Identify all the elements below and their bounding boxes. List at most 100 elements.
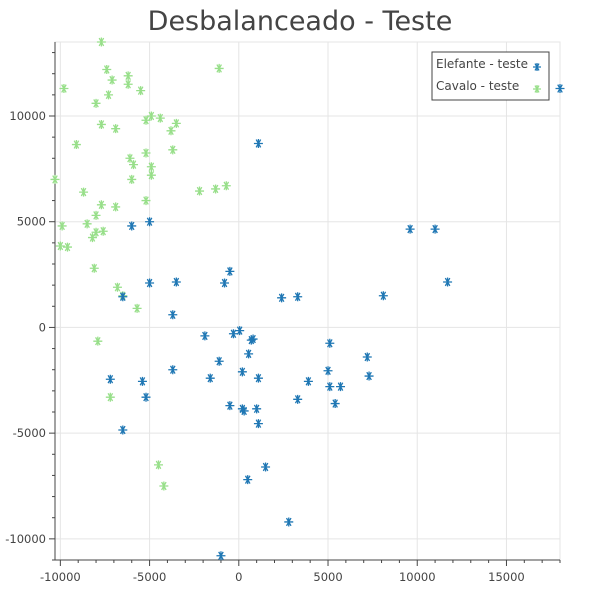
- data-point: [87, 233, 97, 243]
- data-point: [118, 425, 128, 435]
- legend-label: Elefante - teste: [436, 57, 528, 71]
- data-point: [155, 113, 165, 123]
- data-point: [323, 366, 333, 376]
- data-point: [82, 219, 92, 229]
- data-points: [50, 37, 565, 561]
- data-point: [216, 551, 226, 561]
- data-point: [118, 292, 128, 302]
- data-point: [364, 371, 374, 381]
- x-tick-label: 5000: [313, 570, 342, 584]
- data-point: [111, 202, 121, 212]
- data-point: [261, 462, 271, 472]
- data-point: [55, 241, 65, 251]
- data-point: [141, 148, 151, 158]
- data-point: [89, 263, 99, 273]
- data-point: [50, 174, 60, 184]
- data-point: [168, 365, 178, 375]
- data-point: [62, 242, 72, 252]
- data-point: [246, 335, 256, 345]
- data-point: [430, 224, 440, 234]
- data-point: [293, 394, 303, 404]
- x-tick-label: 15000: [488, 570, 525, 584]
- data-point: [228, 329, 238, 339]
- data-point: [132, 303, 142, 313]
- data-point: [107, 75, 117, 85]
- data-point: [253, 373, 263, 383]
- data-point: [91, 227, 101, 237]
- data-point: [91, 210, 101, 220]
- data-point: [91, 98, 101, 108]
- data-point: [96, 119, 106, 129]
- data-point: [243, 475, 253, 485]
- y-tick-label: 5000: [17, 215, 46, 229]
- data-point: [405, 224, 415, 234]
- data-point: [171, 118, 181, 128]
- legend-box: [431, 51, 550, 101]
- data-point: [248, 334, 258, 344]
- y-tick-label: 10000: [9, 109, 46, 123]
- data-point: [211, 184, 221, 194]
- data-point: [336, 382, 346, 392]
- data-point: [145, 278, 155, 288]
- data-point: [105, 392, 115, 402]
- x-tick-label: 10000: [399, 570, 436, 584]
- data-point: [235, 326, 245, 336]
- x-tick-label: -10000: [40, 570, 81, 584]
- data-point: [195, 186, 205, 196]
- data-point: [330, 399, 340, 409]
- tick-labels: -10000 -5000 0 5000 10000 15000 -10000 -5000 0 50…: [5, 109, 524, 584]
- data-point: [303, 376, 313, 386]
- data-point: [225, 266, 235, 276]
- x-tick-label: -5000: [133, 570, 166, 584]
- data-point: [168, 310, 178, 320]
- data-point: [146, 111, 156, 121]
- data-point: [141, 115, 151, 125]
- axes: [49, 42, 561, 566]
- data-point: [378, 291, 388, 301]
- data-point: [96, 37, 106, 47]
- data-point: [141, 196, 151, 206]
- data-point: [125, 153, 135, 163]
- data-point: [93, 336, 103, 346]
- data-point: [137, 376, 147, 386]
- data-point: [214, 356, 224, 366]
- chart-title: Desbalanceado - Teste: [147, 6, 453, 37]
- data-point: [325, 382, 335, 392]
- legend: Elefante - teste Cavalo - teste: [431, 51, 550, 101]
- data-point: [145, 217, 155, 227]
- y-tick-label: 0: [39, 320, 46, 334]
- data-point: [71, 140, 81, 150]
- data-point: [96, 200, 106, 210]
- data-point: [127, 174, 137, 184]
- legend-marker: [533, 85, 541, 93]
- data-point: [112, 282, 122, 292]
- data-point: [105, 374, 115, 384]
- data-point: [159, 481, 169, 491]
- data-point: [214, 63, 224, 73]
- data-point: [123, 79, 133, 89]
- data-point: [237, 367, 247, 377]
- data-point: [252, 404, 262, 414]
- data-point: [555, 84, 565, 94]
- legend-marker: [533, 63, 541, 71]
- data-point: [102, 64, 112, 74]
- data-point: [79, 187, 89, 197]
- data-point: [104, 90, 114, 100]
- y-tick-label: -10000: [5, 532, 46, 546]
- data-point: [362, 352, 372, 362]
- data-point: [244, 349, 254, 359]
- legend-label: Cavalo - teste: [436, 79, 519, 93]
- data-point: [98, 226, 108, 236]
- data-point: [146, 162, 156, 172]
- data-point: [443, 277, 453, 287]
- data-point: [59, 84, 69, 94]
- data-point: [146, 170, 156, 180]
- data-point: [293, 292, 303, 302]
- data-point: [127, 221, 137, 231]
- data-point: [57, 221, 67, 231]
- data-point: [205, 373, 215, 383]
- data-point: [171, 277, 181, 287]
- data-point: [166, 126, 176, 136]
- data-point: [225, 401, 235, 411]
